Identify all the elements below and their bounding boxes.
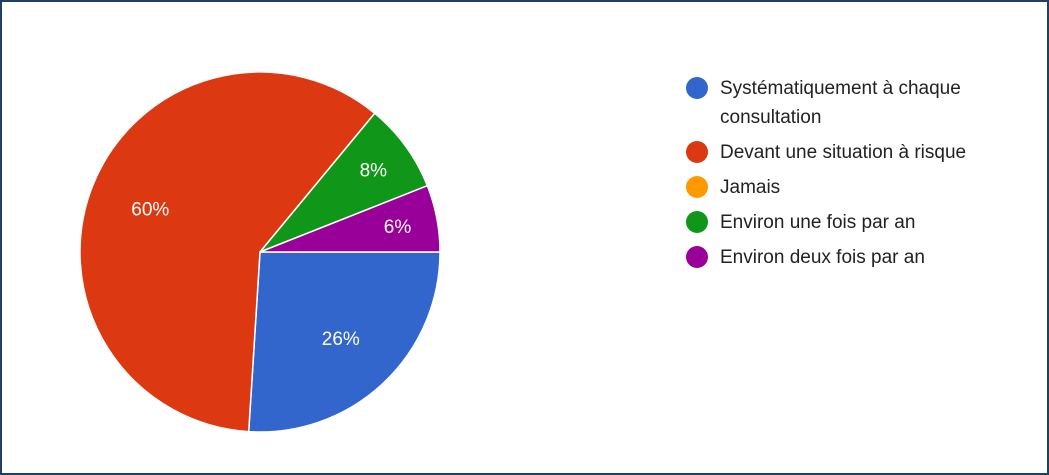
legend-swatch-icon (686, 246, 708, 268)
legend-swatch-icon (686, 176, 708, 198)
legend-label: Jamais (720, 177, 781, 198)
legend-item[interactable]: Environ deux fois par an (686, 243, 1046, 272)
pie-slice-systematique[interactable] (247, 251, 441, 433)
legend-label: Systématiquement à chaque consultation (720, 78, 961, 128)
legend-item[interactable]: Environ une fois par an (686, 208, 1046, 237)
pie-slice-deux-fois-par-an[interactable] (259, 184, 441, 253)
slice-label-une-fois-par-an: 8% (360, 161, 388, 182)
legend: Systématiquement à chaque consultation D… (686, 74, 1046, 278)
legend-swatch-icon (686, 141, 708, 163)
pie-slice-une-fois-par-an[interactable] (259, 112, 429, 253)
slice-label-deux-fois-par-an: 6% (384, 217, 412, 238)
pie-slice-situation-risque[interactable] (79, 71, 376, 433)
pie-slice-labels: 26% 60% 8% 6% (131, 161, 411, 350)
legend-item[interactable]: Systématiquement à chaque consultation (686, 74, 1046, 132)
slice-label-situation-risque: 60% (131, 200, 169, 221)
legend-swatch-icon (686, 77, 708, 99)
legend-label: Environ deux fois par an (720, 247, 925, 268)
legend-label: Environ une fois par an (720, 212, 916, 233)
slice-label-systematique: 26% (322, 329, 360, 350)
legend-swatch-icon (686, 211, 708, 233)
legend-item[interactable]: Jamais (686, 173, 1046, 202)
legend-item[interactable]: Devant une situation à risque (686, 138, 1046, 167)
legend-label: Devant une situation à risque (720, 142, 967, 163)
pie-slices (79, 71, 441, 433)
